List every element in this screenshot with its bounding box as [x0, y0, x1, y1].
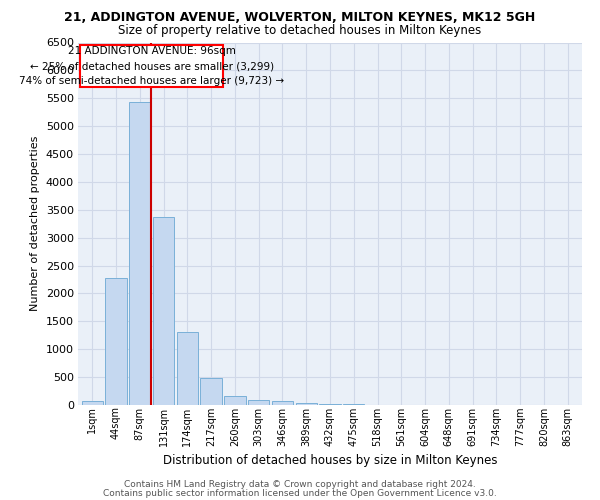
Bar [224, 396, 245, 405]
Bar [319, 404, 341, 405]
Text: Contains public sector information licensed under the Open Government Licence v3: Contains public sector information licen… [103, 489, 497, 498]
Bar [200, 378, 222, 405]
Bar [129, 102, 151, 405]
Text: Size of property relative to detached houses in Milton Keynes: Size of property relative to detached ho… [118, 24, 482, 37]
X-axis label: Distribution of detached houses by size in Milton Keynes: Distribution of detached houses by size … [163, 454, 497, 467]
Bar [106, 278, 127, 405]
FancyBboxPatch shape [80, 46, 223, 87]
Bar [176, 332, 198, 405]
Text: 21, ADDINGTON AVENUE, WOLVERTON, MILTON KEYNES, MK12 5GH: 21, ADDINGTON AVENUE, WOLVERTON, MILTON … [64, 11, 536, 24]
Text: Contains HM Land Registry data © Crown copyright and database right 2024.: Contains HM Land Registry data © Crown c… [124, 480, 476, 489]
Y-axis label: Number of detached properties: Number of detached properties [30, 136, 40, 312]
Bar [153, 216, 174, 405]
Bar [272, 402, 293, 405]
Bar [343, 404, 364, 405]
Bar [248, 400, 269, 405]
Bar [82, 401, 103, 405]
Text: 21 ADDINGTON AVENUE: 96sqm
← 25% of detached houses are smaller (3,299)
74% of s: 21 ADDINGTON AVENUE: 96sqm ← 25% of deta… [19, 46, 284, 86]
Bar [296, 403, 317, 405]
